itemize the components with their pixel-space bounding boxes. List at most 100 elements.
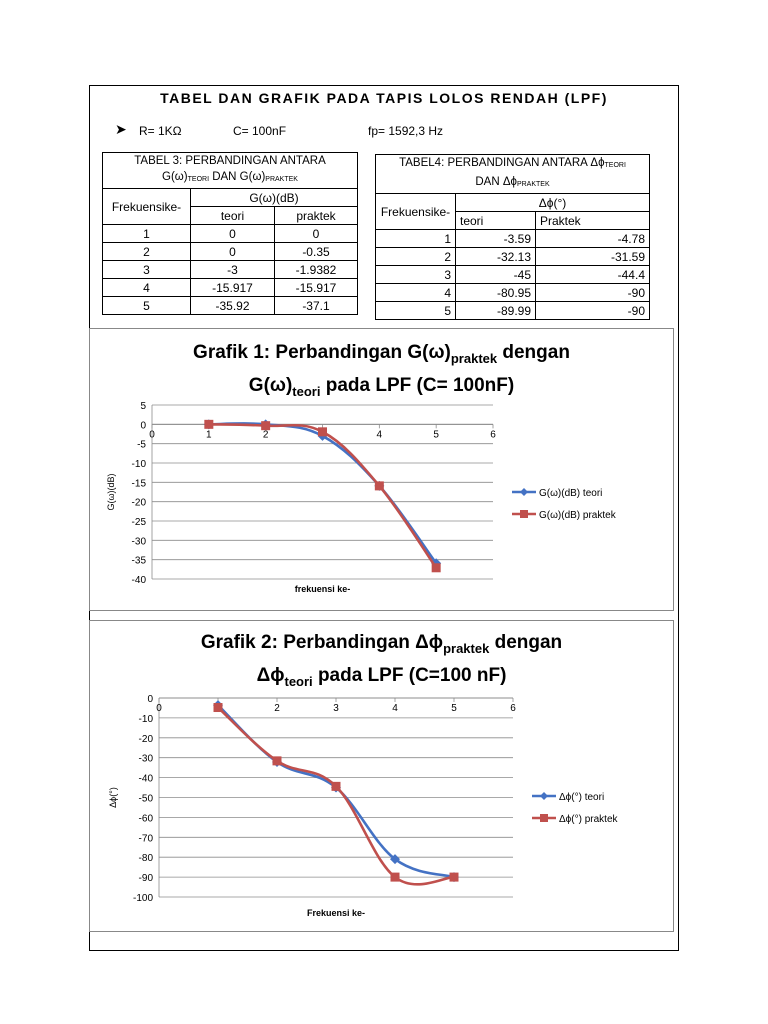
table-4-row: 4 -80.95 -90 xyxy=(375,283,650,302)
series-line-praktek xyxy=(217,706,455,886)
table-3-col-group: G(ω)(dB) xyxy=(190,188,358,207)
legend-marker xyxy=(540,814,548,822)
table-3-row: 3 -3 -1.9382 xyxy=(102,260,358,279)
table-3: TABEL 3: PERBANDINGAN ANTARA G(ω)TEORI D… xyxy=(102,152,358,315)
table-3-cell-k: 1 xyxy=(102,224,191,243)
table-4-cell-teori: -89.99 xyxy=(455,301,536,320)
series-line-teori xyxy=(208,422,438,564)
y-tick-label: -60 xyxy=(139,813,154,824)
table-4-cell-teori: -45 xyxy=(455,265,536,284)
data-point-teori xyxy=(390,854,400,865)
y-tick-label: -30 xyxy=(139,754,154,765)
table-3-cell-praktek: -37.1 xyxy=(274,296,358,315)
data-point-praktek xyxy=(272,756,282,766)
y-axis-title: Δϕ(°) xyxy=(108,787,118,808)
page-title: TABEL DAN GRAFIK PADA TAPIS LOLOS RENDAH… xyxy=(160,90,608,106)
x-tick-label: 4 xyxy=(377,429,383,440)
y-tick-label: -15 xyxy=(132,478,147,489)
x-tick-label: 5 xyxy=(451,703,457,714)
table-4-col-group: Δϕ(°) xyxy=(455,193,650,212)
series-line-praktek xyxy=(208,423,438,569)
table-4-col-freq: Frekuensike- xyxy=(375,193,456,230)
table-4-col-praktek: Praktek xyxy=(535,211,650,230)
table-4-row: 1 -3.59 -4.78 xyxy=(375,229,650,248)
table-3-cell-teori: 0 xyxy=(190,224,275,243)
table-4-cell-praktek: -4.78 xyxy=(535,229,650,248)
table-3-cell-teori: -35.92 xyxy=(190,296,275,315)
y-tick-label: 0 xyxy=(147,694,153,705)
y-tick-label: -20 xyxy=(139,734,154,745)
chart-2-title: Grafik 2: Perbandingan Δϕpraktek dengan … xyxy=(200,632,563,689)
table-3-cell-k: 5 xyxy=(102,296,191,315)
y-tick-label: -80 xyxy=(139,853,154,864)
table-4-col-teori: teori xyxy=(455,211,536,230)
y-tick-label: -40 xyxy=(139,774,154,785)
table-3-cell-k: 4 xyxy=(102,278,191,297)
x-tick-label: 2 xyxy=(274,703,280,714)
data-point-praktek xyxy=(431,563,441,573)
table-4-row: 3 -45 -44.4 xyxy=(375,265,650,284)
x-tick-label: 0 xyxy=(149,429,155,440)
data-point-praktek xyxy=(390,872,400,882)
table-4: TABEL4: PERBANDINGAN ANTARA ΔϕTEORI DAN … xyxy=(375,154,650,320)
data-point-praktek xyxy=(449,872,459,882)
y-tick-label: 5 xyxy=(140,401,146,412)
param-r: R= 1KΩ xyxy=(139,124,182,138)
y-tick-label: -20 xyxy=(132,498,147,509)
x-tick-label: 0 xyxy=(156,703,162,714)
table-3-cell-k: 2 xyxy=(102,242,191,261)
table-4-title: TABEL4: PERBANDINGAN ANTARA ΔϕTEORI DAN … xyxy=(375,154,650,194)
x-tick-label: 5 xyxy=(433,429,439,440)
table-3-cell-teori: -15.917 xyxy=(190,278,275,297)
table-4-cell-praktek: -90 xyxy=(535,301,650,320)
data-point-praktek xyxy=(374,481,384,491)
table-3-cell-k: 3 xyxy=(102,260,191,279)
table-3-cell-praktek: 0 xyxy=(274,224,358,243)
table-3-col-praktek: praktek xyxy=(274,206,358,225)
table-4-cell-teori: -3.59 xyxy=(455,229,536,248)
x-tick-label: 6 xyxy=(510,703,516,714)
legend-label: Δϕ(°) praktek xyxy=(559,814,619,825)
y-tick-label: -30 xyxy=(132,536,147,547)
table-4-cell-k: 2 xyxy=(375,247,456,266)
x-tick-label: 3 xyxy=(333,703,339,714)
x-tick-label: 1 xyxy=(206,429,212,440)
y-axis-title: G(ω)(dB) xyxy=(106,473,116,510)
table-3-cell-praktek: -1.9382 xyxy=(274,260,358,279)
table-4-cell-k: 3 xyxy=(375,265,456,284)
x-tick-label: 6 xyxy=(490,429,496,440)
table-3-cell-praktek: -0.35 xyxy=(274,242,358,261)
table-4-cell-k: 1 xyxy=(375,229,456,248)
chart-1: Grafik 1: Perbandingan G(ω)praktek denga… xyxy=(89,328,674,611)
y-tick-label: -25 xyxy=(132,517,147,528)
y-tick-label: 0 xyxy=(140,420,146,431)
table-3-col-freq: Frekuensike- xyxy=(102,188,191,225)
chart-1-title: Grafik 1: Perbandingan G(ω)praktek denga… xyxy=(193,342,570,399)
table-3-row: 4 -15.917 -15.917 xyxy=(102,278,358,297)
data-point-praktek xyxy=(331,781,341,791)
x-axis-title: Frekuensi ke- xyxy=(307,908,365,918)
table-3-cell-praktek: -15.917 xyxy=(274,278,358,297)
chart-1-plot: -40-35-30-25-20-15-10-5050123456frekuens… xyxy=(106,401,617,594)
legend-label: G(ω)(dB) teori xyxy=(539,488,602,499)
table-4-cell-praktek: -90 xyxy=(535,283,650,302)
y-tick-label: -10 xyxy=(139,714,154,725)
table-3-cell-teori: 0 xyxy=(190,242,275,261)
legend-marker xyxy=(540,792,548,800)
table-4-row: 2 -32.13 -31.59 xyxy=(375,247,650,266)
table-3-title: TABEL 3: PERBANDINGAN ANTARA G(ω)TEORI D… xyxy=(102,152,358,189)
y-tick-label: -5 xyxy=(137,440,146,451)
data-point-praktek xyxy=(204,419,214,429)
chart-2-plot: -100-90-80-70-60-50-40-30-20-1000123456F… xyxy=(108,694,619,918)
bullet-arrow-icon: ➤ xyxy=(115,121,127,137)
data-point-praktek xyxy=(213,703,223,713)
table-4-cell-k: 4 xyxy=(375,283,456,302)
y-tick-label: -40 xyxy=(132,575,147,586)
y-tick-label: -90 xyxy=(139,873,154,884)
table-3-cell-teori: -3 xyxy=(190,260,275,279)
legend-label: Δϕ(°) teori xyxy=(559,792,604,803)
legend-label: G(ω)(dB) praktek xyxy=(539,510,617,521)
data-point-praktek xyxy=(318,427,327,437)
x-tick-label: 2 xyxy=(263,429,269,440)
